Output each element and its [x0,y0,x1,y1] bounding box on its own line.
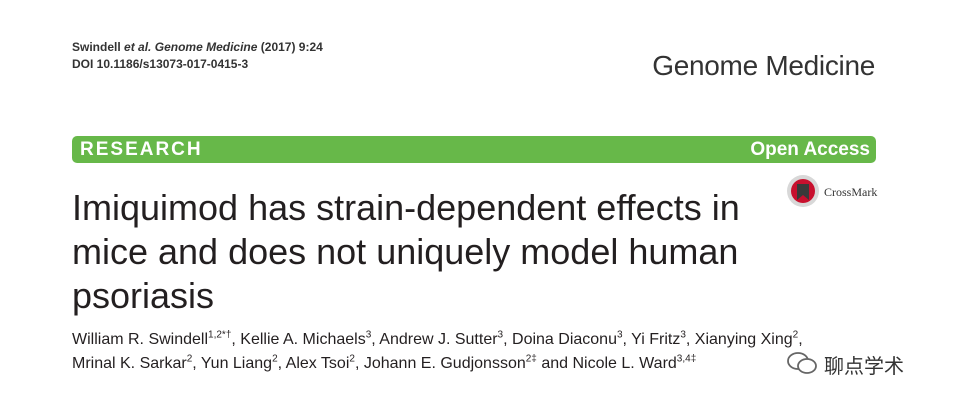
watermark-text: 聊点学术 [824,356,904,378]
author-separator: and [541,355,569,372]
article-title: Imiquimod has strain-dependent effects i… [72,187,740,316]
author-affiliation: 3 [365,329,372,341]
author-name: Kellie A. Michaels [240,331,366,348]
author-separator: , [192,355,197,372]
author-separator: , [371,331,376,348]
author-affiliation: 3 [680,329,686,341]
author-affiliation: 3,4‡ [676,353,697,365]
author-name: Doina Diaconu [512,331,617,348]
wechat-icon [787,352,817,374]
citation-author: Swindell [72,40,121,54]
citation-journal: Genome Medicine [154,40,258,54]
author-affiliation: 2 [186,353,193,365]
author-name: William R. Swindell [72,331,209,348]
citation: Swindell et al. Genome Medicine (2017) 9… [72,40,323,54]
author-affiliation: 1,2*† [208,329,232,341]
author-name: Nicole L. Ward [572,355,677,372]
crossmark-icon [787,175,819,207]
author-affiliation: 2 [272,353,278,365]
author-affiliation: 2 [792,329,799,341]
author-name: Alex Tsoi [285,355,350,372]
open-access: Open Access [750,139,870,160]
author-separator: , [277,355,283,372]
author-name: Johann E. Gudjonsson [363,355,526,372]
crossmark[interactable]: CrossMark [786,174,886,210]
author-name: Xianying Xing [694,331,793,348]
citation-details: (2017) 9:24 [260,40,323,54]
author-name: Yun Liang [200,355,273,372]
article-type: RESEARCH [80,139,203,160]
doi: DOI 10.1186/s13073-017-0415-3 [72,57,249,71]
watermark: 聊点学术 [786,350,904,379]
banner: RESEARCH Open Access [72,136,876,163]
author-affiliation: 3 [497,329,504,341]
author-affiliation: 2 [349,353,355,365]
author-affiliation: 2‡ [525,353,537,365]
author-affiliation: 3 [616,329,623,341]
author-separator: , [354,355,360,372]
author-name: Mrinal K. Sarkar [72,355,187,372]
author-separator: , [231,331,236,348]
citation-etal: et al. [124,40,152,54]
author-list: William R. Swindell1,2*†, Kellie A. Mich… [72,328,812,376]
author-separator: , [798,331,803,348]
author-name: Andrew J. Sutter [379,331,498,348]
author-name: Yi Fritz [631,331,681,348]
author-separator: , [685,331,691,348]
author-separator: , [503,331,508,348]
author-separator: , [622,331,627,348]
crossmark-label: CrossMark [824,185,878,199]
journal-logo: Genome Medicine [652,50,875,81]
